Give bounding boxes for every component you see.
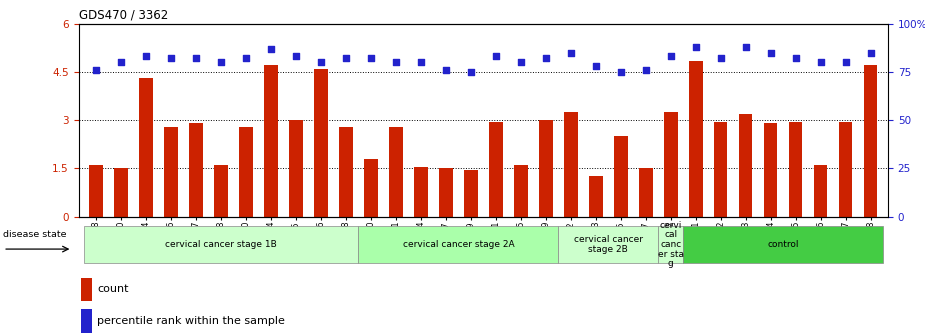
- Bar: [589, 176, 602, 217]
- Point: [488, 54, 503, 59]
- Point: [788, 56, 803, 61]
- Bar: [339, 127, 352, 217]
- Bar: [389, 127, 402, 217]
- Bar: [514, 165, 527, 217]
- Point: [164, 56, 179, 61]
- Point: [339, 56, 353, 61]
- Bar: [114, 168, 128, 217]
- Point: [813, 59, 828, 65]
- Point: [314, 59, 328, 65]
- Text: cervical cancer stage 2A: cervical cancer stage 2A: [402, 240, 514, 249]
- Point: [863, 50, 878, 55]
- Bar: [839, 122, 853, 217]
- Point: [289, 54, 303, 59]
- Bar: [81, 309, 92, 333]
- Bar: [364, 159, 377, 217]
- Point: [413, 59, 428, 65]
- Point: [638, 67, 653, 73]
- Bar: [664, 112, 677, 217]
- Point: [264, 46, 278, 51]
- Point: [463, 69, 478, 75]
- Point: [388, 59, 403, 65]
- Point: [588, 64, 603, 69]
- Bar: [789, 122, 803, 217]
- Bar: [559, 226, 659, 263]
- Point: [364, 56, 378, 61]
- Bar: [739, 114, 752, 217]
- Point: [114, 59, 129, 65]
- Bar: [240, 127, 253, 217]
- Bar: [139, 78, 153, 217]
- Text: count: count: [97, 284, 129, 294]
- Point: [214, 59, 228, 65]
- Bar: [164, 127, 178, 217]
- Bar: [489, 122, 502, 217]
- Bar: [814, 165, 828, 217]
- Bar: [464, 170, 477, 217]
- Point: [738, 44, 753, 49]
- Text: GDS470 / 3362: GDS470 / 3362: [79, 8, 167, 22]
- Bar: [89, 165, 103, 217]
- Bar: [539, 120, 552, 217]
- Point: [663, 54, 678, 59]
- Point: [189, 56, 204, 61]
- Point: [613, 69, 628, 75]
- Bar: [764, 123, 777, 217]
- Point: [513, 59, 528, 65]
- Point: [89, 67, 104, 73]
- Bar: [614, 136, 627, 217]
- Bar: [564, 112, 577, 217]
- Bar: [265, 66, 277, 217]
- Bar: [864, 66, 878, 217]
- Point: [538, 56, 553, 61]
- Bar: [290, 120, 302, 217]
- Point: [563, 50, 578, 55]
- Text: cervical cancer
stage 2B: cervical cancer stage 2B: [574, 235, 643, 254]
- Text: disease state: disease state: [3, 230, 67, 239]
- Point: [713, 56, 728, 61]
- Bar: [414, 167, 427, 217]
- Bar: [81, 278, 92, 301]
- Text: percentile rank within the sample: percentile rank within the sample: [97, 316, 285, 326]
- Bar: [689, 60, 702, 217]
- Bar: [83, 226, 358, 263]
- Bar: [659, 226, 684, 263]
- Point: [688, 44, 703, 49]
- Point: [139, 54, 154, 59]
- Text: cervical cancer stage 1B: cervical cancer stage 1B: [166, 240, 277, 249]
- Bar: [439, 168, 452, 217]
- Bar: [215, 165, 228, 217]
- Point: [239, 56, 253, 61]
- Bar: [314, 69, 327, 217]
- Bar: [684, 226, 883, 263]
- Bar: [639, 168, 652, 217]
- Point: [763, 50, 778, 55]
- Bar: [714, 122, 727, 217]
- Bar: [190, 123, 203, 217]
- Bar: [358, 226, 559, 263]
- Text: control: control: [768, 240, 799, 249]
- Text: cervi
cal
canc
er sta
g: cervi cal canc er sta g: [658, 220, 684, 268]
- Point: [438, 67, 453, 73]
- Point: [838, 59, 853, 65]
